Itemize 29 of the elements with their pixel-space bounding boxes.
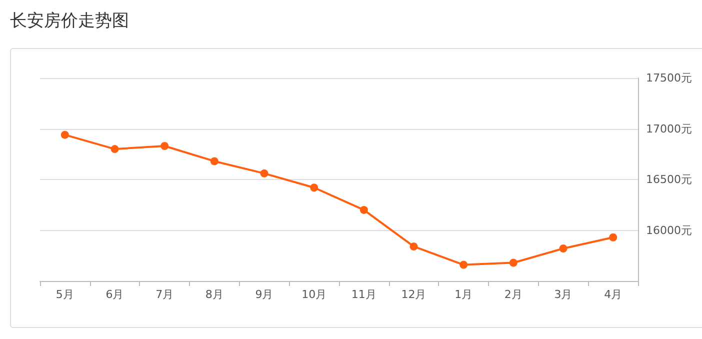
point bbox=[310, 184, 318, 192]
x-tick-label: 3月 bbox=[554, 288, 572, 301]
point bbox=[410, 242, 418, 250]
x-tick-label: 2月 bbox=[504, 288, 522, 301]
y-tick-label: 17500元 bbox=[646, 72, 692, 84]
x-tick-label: 10月 bbox=[302, 288, 327, 301]
x-tick-label: 8月 bbox=[205, 288, 224, 301]
point bbox=[260, 169, 268, 178]
x-tick-label: 4月 bbox=[604, 288, 622, 301]
point bbox=[160, 142, 169, 150]
y-tick-label: 17000元 bbox=[646, 122, 692, 136]
y-tick-label: 16500元 bbox=[646, 173, 692, 186]
x-tick-label: 12月 bbox=[401, 288, 426, 301]
point bbox=[360, 206, 368, 214]
point bbox=[60, 130, 69, 139]
x-tick-label: 9月 bbox=[255, 288, 274, 301]
point bbox=[210, 157, 218, 166]
x-tick-label: 5月 bbox=[56, 288, 74, 301]
point bbox=[460, 260, 468, 269]
chart-title: 长安房价走势图 bbox=[10, 10, 129, 32]
x-tick-label: 11月 bbox=[351, 288, 376, 301]
point bbox=[110, 145, 119, 154]
x-tick-label: 6月 bbox=[106, 288, 124, 301]
x-tick-label: 7月 bbox=[156, 288, 174, 301]
x-tick-label: 1月 bbox=[454, 288, 473, 301]
y-tick-label: 16000元 bbox=[646, 224, 692, 237]
point bbox=[559, 244, 568, 253]
point bbox=[509, 258, 518, 267]
point bbox=[609, 233, 618, 242]
